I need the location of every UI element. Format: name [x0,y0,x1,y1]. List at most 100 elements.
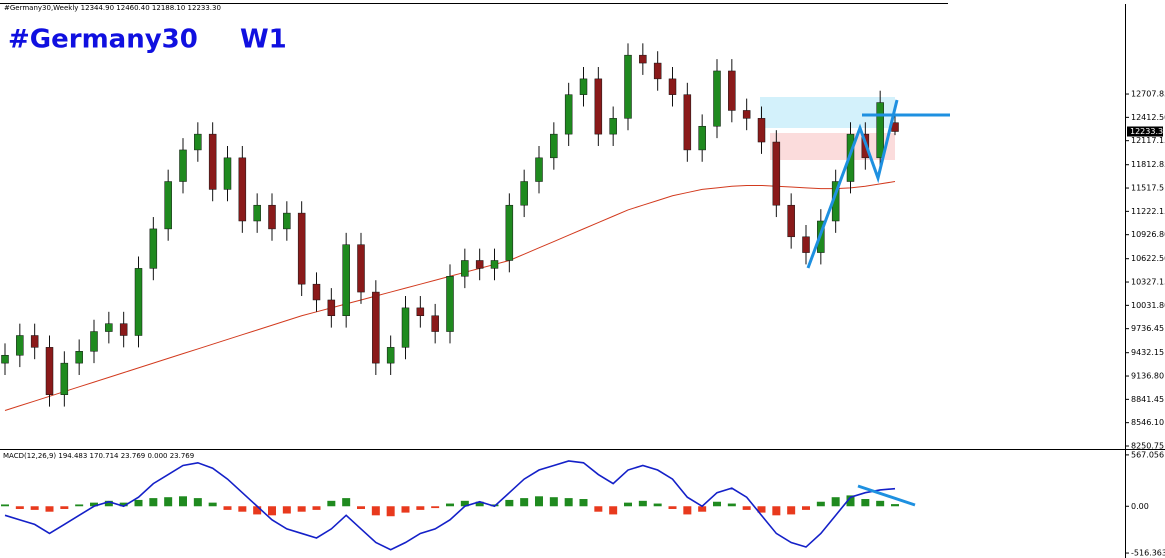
candle-body [179,149,187,182]
candle-body [728,70,736,111]
candle-body [194,133,202,151]
histogram-bar [431,506,440,509]
candle-body [401,307,410,348]
histogram-bar [505,499,514,507]
histogram-bar [460,500,469,507]
candle-body [45,347,54,395]
demand-zone [770,133,895,160]
candle-body [594,78,603,135]
histogram-bar [179,496,187,507]
candle-body [461,260,469,277]
candle-body [416,307,425,317]
histogram-bar [683,506,692,515]
candle-body [60,362,69,395]
histogram-bar [564,498,573,507]
y-tick-label: 8546.10 [1131,418,1164,427]
y-tick-label: 10622.50 [1131,254,1165,263]
candle-body [668,78,677,95]
candle-body [149,228,158,269]
candle-body [164,181,172,230]
histogram-bar [609,506,618,515]
y-tick-label: 10926.80 [1131,230,1165,239]
y-tick-label: 12707.85 [1131,90,1165,99]
macd-label: MACD(12,26,9) 194.483 170.714 23.769 0.0… [3,452,194,460]
candle-body [757,118,766,143]
y-tick-label: 11517.5 [1131,184,1164,193]
current-price-box [1127,126,1163,137]
candle-body [223,157,232,190]
histogram-bar [831,497,840,507]
histogram-bar [386,506,395,517]
y-tick-label: 8250.75 [1131,441,1164,450]
histogram-bar [846,495,855,507]
histogram-bar [653,503,662,507]
candle-body [342,244,350,317]
histogram-bar [668,506,677,509]
histogram-bar [268,506,276,516]
candle-body [431,315,439,332]
histogram-bar [624,502,632,507]
histogram-bar [594,506,603,512]
histogram-bar [535,496,543,507]
histogram-bar [416,506,425,510]
histogram-bar [282,506,291,514]
histogram-bar [90,502,98,507]
histogram-bar [446,503,454,507]
candle-body [119,323,128,336]
candle-body [802,236,810,253]
current-price-label: 12233.30 [1130,127,1165,136]
histogram-bar [312,506,321,510]
timeframe: W1 [240,25,287,55]
candle-body [372,291,380,364]
candle-body [772,141,781,206]
histogram-bar [149,498,158,507]
candle-body [90,331,98,352]
histogram-bar [134,499,143,507]
histogram-bar [357,506,365,509]
y-tick-label: 10327.15 [1131,278,1165,287]
candle-body [297,212,306,285]
candle-body [475,260,484,269]
histogram-bar [727,503,736,507]
histogram-bar [475,501,484,507]
y-tick-label: 10031.80 [1131,301,1165,310]
candle-body [624,54,632,119]
candle-body [698,125,706,151]
candle-body [683,94,692,151]
histogram-bar [119,502,128,507]
histogram-bar [1,504,9,507]
candle-body [357,244,365,293]
histogram-bar [60,506,69,509]
histogram-bar [193,498,202,507]
candle-body [490,260,499,269]
histogram-bar [638,500,647,507]
macd-line [4,460,896,551]
histogram-bar [208,502,217,507]
candle-body [564,94,573,135]
histogram-bar [772,506,781,516]
macd-divergence-line [857,484,916,507]
y-tick-label: -516.363 [1131,549,1165,558]
candle-body [105,323,113,332]
candle-body [535,157,543,182]
histogram-bar [579,499,588,507]
y-tick-label: 11222.15 [1131,207,1165,216]
candle-body [208,133,217,190]
histogram-bar [15,506,24,509]
histogram-bar [787,506,796,515]
histogram-bar [401,506,410,513]
histogram-bar [520,498,529,507]
candle-body [639,54,647,64]
histogram-bar [549,497,558,507]
zigzag-annotation [806,99,899,269]
candle-body [520,181,528,206]
histogram-bar [816,501,825,507]
histogram-bar [757,506,766,513]
histogram-bar [861,499,870,507]
histogram-bar [342,498,351,507]
candle-body [253,204,261,222]
y-tick-label: 9736.45 [1131,324,1164,333]
candle-body [16,335,24,356]
y-tick-label: 567.056 [1131,450,1164,459]
candle-body [787,204,795,238]
